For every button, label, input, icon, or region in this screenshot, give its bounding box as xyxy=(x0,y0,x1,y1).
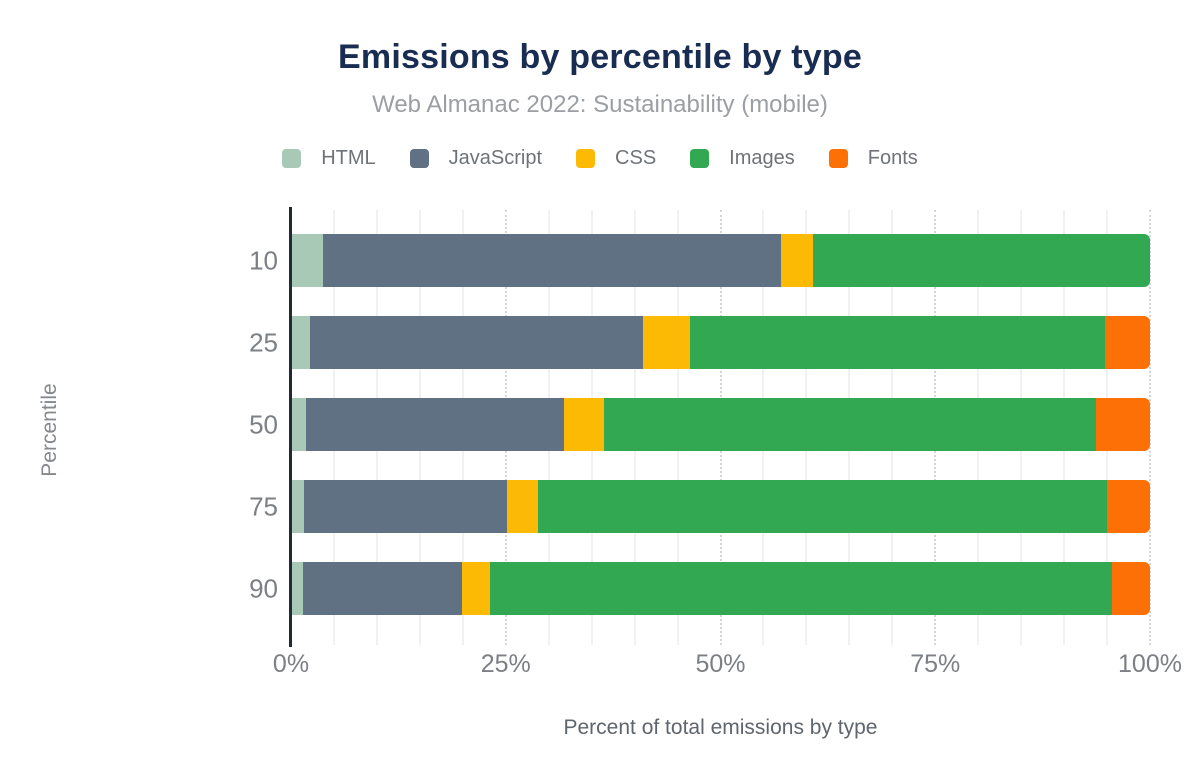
legend-label-html: HTML xyxy=(321,147,376,169)
x-tick-label-75: 75% xyxy=(910,650,961,678)
bar-segment-html-p90[interactable] xyxy=(291,562,304,615)
bar-segment-html-p25[interactable] xyxy=(291,316,310,369)
x-tick-label-50: 50% xyxy=(695,650,746,678)
chart-subtitle: Web Almanac 2022: Sustainability (mobile… xyxy=(372,91,828,118)
x-tick-label-0: 0% xyxy=(272,650,310,678)
bar-segment-css-p75[interactable] xyxy=(506,480,539,533)
bar-segment-javascript-p90[interactable] xyxy=(303,562,462,615)
bar-row-p75 xyxy=(291,480,1150,533)
legend-swatch-html xyxy=(282,148,302,168)
y-axis-title: Percentile xyxy=(38,383,61,477)
bar-segment-fonts-p90[interactable] xyxy=(1112,562,1150,615)
y-tick-label-75: 75 xyxy=(249,491,278,521)
chart-title: Emissions by percentile by type xyxy=(338,38,862,76)
bar-segment-javascript-p25[interactable] xyxy=(309,316,644,369)
bar-segment-html-p50[interactable] xyxy=(291,398,307,451)
legend-item-css: CSS xyxy=(576,146,656,170)
y-tick-label-25: 25 xyxy=(249,327,278,357)
legend-item-images: Images xyxy=(690,146,795,170)
legend-label-css: CSS xyxy=(615,147,657,169)
bar-segment-images-p25[interactable] xyxy=(690,316,1106,369)
legend-label-images: Images xyxy=(729,147,795,169)
bar-segment-fonts-p25[interactable] xyxy=(1105,316,1150,369)
bar-segment-css-p25[interactable] xyxy=(643,316,691,369)
bar-row-p50 xyxy=(291,398,1150,451)
bar-segment-images-p90[interactable] xyxy=(490,562,1113,615)
bar-segment-images-p75[interactable] xyxy=(538,480,1108,533)
legend-swatch-fonts xyxy=(828,148,848,168)
bar-segment-javascript-p50[interactable] xyxy=(306,398,565,451)
y-axis-line xyxy=(289,207,292,647)
legend-swatch-images xyxy=(690,148,710,168)
bar-segment-javascript-p10[interactable] xyxy=(322,234,782,287)
major-gridline xyxy=(1149,210,1151,645)
x-axis-title: Percent of total emissions by type xyxy=(563,716,878,739)
bar-segment-fonts-p75[interactable] xyxy=(1107,480,1150,533)
legend-label-fonts: Fonts xyxy=(867,147,918,169)
legend-label-javascript: JavaScript xyxy=(448,147,543,169)
bar-segment-html-p10[interactable] xyxy=(291,234,323,287)
plot-area: 10 25 50 75 90 xyxy=(249,207,1151,647)
legend-item-fonts: Fonts xyxy=(828,146,918,170)
bar-row-p10 xyxy=(291,234,1150,287)
bar-segment-fonts-p50[interactable] xyxy=(1095,398,1150,451)
y-tick-label-90: 90 xyxy=(249,573,278,603)
y-tick-label-50: 50 xyxy=(249,409,278,439)
bar-row-p25 xyxy=(291,316,1150,369)
x-tick-label-25: 25% xyxy=(480,650,531,678)
bar-segment-css-p10[interactable] xyxy=(781,234,814,287)
legend-swatch-css xyxy=(576,148,596,168)
x-tick-label-100: 100% xyxy=(1118,650,1182,678)
bar-segment-images-p10[interactable] xyxy=(813,234,1150,287)
bar-segment-css-p90[interactable] xyxy=(461,562,491,615)
y-tick-label-10: 10 xyxy=(249,245,278,275)
bar-row-p90 xyxy=(291,562,1150,615)
legend-item-javascript: JavaScript xyxy=(409,146,543,170)
legend: HTML JavaScript CSS Images Fonts xyxy=(0,146,1200,170)
legend-swatch-javascript xyxy=(409,148,429,168)
legend-item-html: HTML xyxy=(282,146,376,170)
bar-segment-images-p50[interactable] xyxy=(603,398,1096,451)
bar-segment-css-p50[interactable] xyxy=(564,398,604,451)
bar-segment-html-p75[interactable] xyxy=(291,480,304,533)
bar-segment-javascript-p75[interactable] xyxy=(303,480,507,533)
